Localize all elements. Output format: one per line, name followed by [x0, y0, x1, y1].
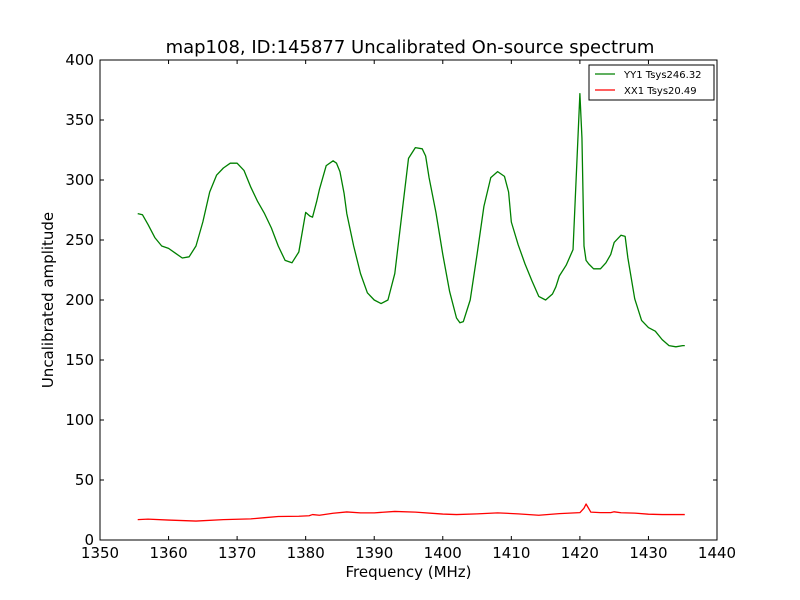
y-tick-label: 250 [65, 231, 94, 249]
y-tick-label: 350 [65, 111, 94, 129]
series-line-xx1 [137, 503, 685, 522]
y-tick-label: 50 [75, 471, 94, 489]
y-tick-label: 300 [65, 171, 94, 189]
legend-label-xx1: XX1 Tsys20.49 [624, 86, 697, 97]
plot-area [100, 60, 717, 540]
y-tick-label: 200 [65, 291, 94, 309]
chart-title: map108, ID:145877 Uncalibrated On-source… [166, 37, 655, 58]
y-tick-label: 150 [65, 351, 94, 369]
x-axis-label: Frequency (MHz) [345, 563, 471, 581]
x-tick-label: 1350 [81, 544, 119, 562]
x-tick-label: 1380 [287, 544, 325, 562]
ticks-layer: 1350 1360 1370 1380 1390 1400 1410 1420 1430 1440… [65, 51, 736, 562]
x-tick-label: 1400 [424, 544, 462, 562]
x-tick-label: 1390 [355, 544, 393, 562]
legend: YY1 Tsys246.32 XX1 Tsys20.49 [588, 64, 715, 101]
y-tick-label: 400 [65, 51, 94, 69]
x-tick-label: 1430 [629, 544, 667, 562]
y-axis-label: Uncalibrated amplitude [39, 212, 57, 388]
legend-label-yy1: YY1 Tsys246.32 [623, 70, 702, 81]
x-tick-label: 1410 [492, 544, 530, 562]
plot-background [100, 60, 717, 540]
series-layer [137, 92, 685, 522]
series-line-yy1 [137, 92, 685, 348]
x-tick-label: 1360 [149, 544, 187, 562]
legend-box [588, 64, 715, 101]
y-tick-label: 100 [65, 411, 94, 429]
x-tick-label: 1370 [218, 544, 256, 562]
x-tick-label: 1440 [698, 544, 736, 562]
x-tick-label: 1420 [561, 544, 599, 562]
y-tick-label: 0 [84, 531, 94, 549]
